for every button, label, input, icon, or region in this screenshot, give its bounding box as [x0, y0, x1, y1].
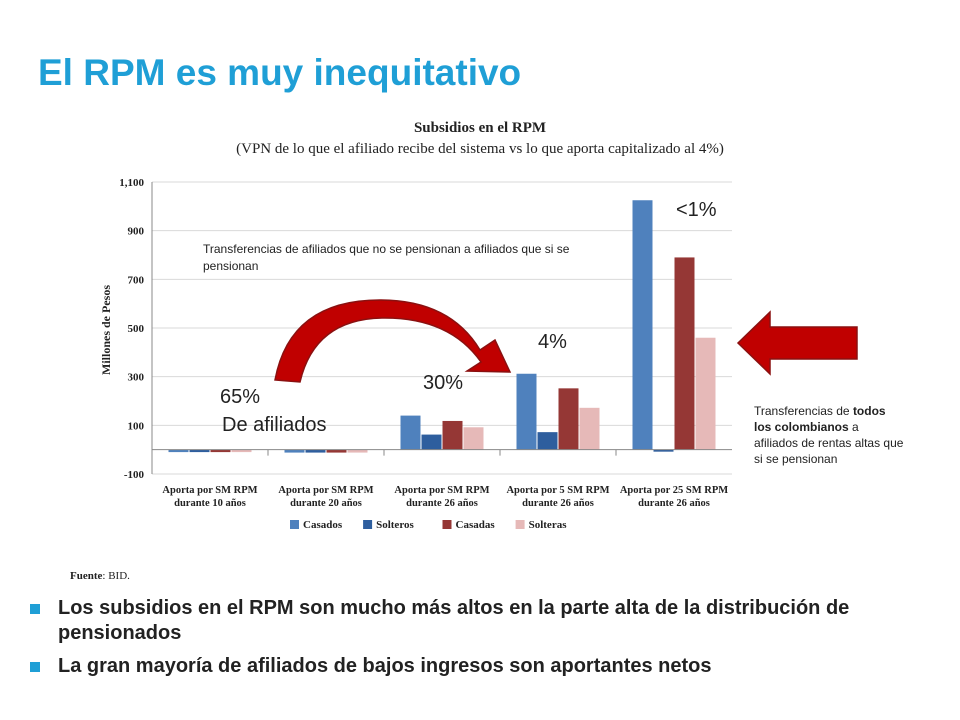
bar-solteras: [695, 337, 716, 450]
source-text: : BID.: [102, 570, 130, 582]
bar-casadas: [558, 388, 579, 450]
legend-swatch-solteros: [363, 520, 373, 529]
transfer-note: Transferencias de afiliados que no se pe…: [203, 242, 570, 273]
bar-casadas: [326, 449, 347, 453]
bar-solteros: [305, 449, 326, 453]
left-pointing-arrow: [736, 310, 858, 376]
chart-axes: [151, 182, 732, 474]
bullet-list: Los subsidios en el RPM son mucho más al…: [30, 596, 930, 687]
bullet-item: Los subsidios en el RPM son mucho más al…: [30, 596, 930, 646]
side-note-pre: Transferencias de: [754, 404, 853, 418]
y-tick-label: -100: [124, 469, 145, 481]
chart-y-tick-labels: -100 100 300 500 700 900 1,100: [119, 177, 144, 481]
y-tick-label: 100: [128, 420, 145, 432]
side-note: Transferencias de todos los colombianos …: [754, 403, 904, 467]
bar-casados: [516, 373, 537, 450]
slide-title: El RPM es muy inequitativo: [38, 52, 522, 93]
legend-label-solteros: Solteros: [376, 519, 414, 531]
bar-casadas: [210, 449, 231, 453]
bullet-square-icon: [30, 662, 40, 672]
x-tick-label: Aporta por 25 SM RPM: [620, 485, 728, 496]
bullet-text: La gran mayoría de afiliados de bajos in…: [58, 655, 712, 677]
chart-y-axis-label: Millones de Pesos: [99, 285, 113, 375]
label-de-afiliados: De afiliados: [222, 414, 327, 436]
legend-swatch-casados: [290, 520, 299, 529]
legend-label-casadas: Casadas: [456, 519, 496, 531]
legend-swatch-solteras: [515, 520, 525, 529]
bar-casados: [400, 415, 421, 450]
bar-solteras: [347, 449, 368, 453]
source-label: Fuente: [70, 570, 103, 582]
x-tick-label: durante 26 años: [638, 498, 710, 509]
bar-solteras: [231, 449, 252, 453]
bar-casadas: [674, 257, 695, 450]
legend-swatch-casadas: [442, 520, 452, 529]
chart-subtitle: (VPN de lo que el afiliado recibe del si…: [236, 141, 724, 157]
bar-casados: [632, 200, 653, 450]
chart-x-tick-labels: Aporta por SM RPM durante 10 años Aporta p…: [162, 485, 728, 509]
x-tick-label: Aporta por SM RPM: [162, 485, 257, 496]
chart-title: Subsidios en el RPM: [413, 120, 547, 136]
x-tick-label: durante 10 años: [174, 498, 246, 509]
y-tick-label: 700: [128, 274, 145, 286]
y-tick-label: 900: [128, 226, 145, 238]
bar-solteras: [579, 407, 600, 450]
x-tick-label: durante 26 años: [406, 498, 478, 509]
chart-bars: [168, 200, 716, 453]
side-note-post: a afiliados de rentas altas que si se pe…: [754, 420, 904, 466]
bar-solteros: [421, 434, 442, 450]
bar-solteros: [537, 432, 558, 450]
bar-casadas: [442, 420, 463, 450]
y-tick-label: 500: [128, 323, 145, 335]
bar-casados: [168, 449, 189, 453]
x-tick-label: Aporta por SM RPM: [394, 485, 489, 496]
curved-transfer-arrow: [274, 299, 512, 383]
chart-legend: Casados Solteros Casadas Solteras: [290, 519, 567, 531]
label-4-percent: 4%: [538, 331, 567, 353]
legend-label-solteras: Solteras: [529, 519, 568, 531]
x-tick-label: durante 20 años: [290, 498, 362, 509]
label-less-than-1-percent: <1%: [676, 199, 717, 221]
bar-solteros: [653, 449, 674, 452]
y-tick-label: 1,100: [119, 177, 144, 189]
bullet-item: La gran mayoría de afiliados de bajos in…: [30, 654, 930, 679]
label-30-percent: 30%: [423, 372, 464, 394]
x-tick-label: Aporta por 5 SM RPM: [506, 485, 609, 496]
bar-solteros: [189, 449, 210, 453]
label-65-percent: 65%: [220, 386, 261, 408]
legend-label-casados: Casados: [303, 519, 343, 531]
x-tick-label: durante 26 años: [522, 498, 594, 509]
y-tick-label: 300: [128, 372, 145, 384]
side-note-bold: todos los colombianos: [754, 404, 886, 434]
source-note: Fuente: BID.: [70, 570, 130, 582]
x-tick-label: Aporta por SM RPM: [278, 485, 373, 496]
bar-solteras: [463, 427, 484, 450]
bullet-square-icon: [30, 604, 40, 614]
bar-casados: [284, 449, 305, 453]
bullet-text: Los subsidios en el RPM son mucho más al…: [58, 597, 850, 644]
